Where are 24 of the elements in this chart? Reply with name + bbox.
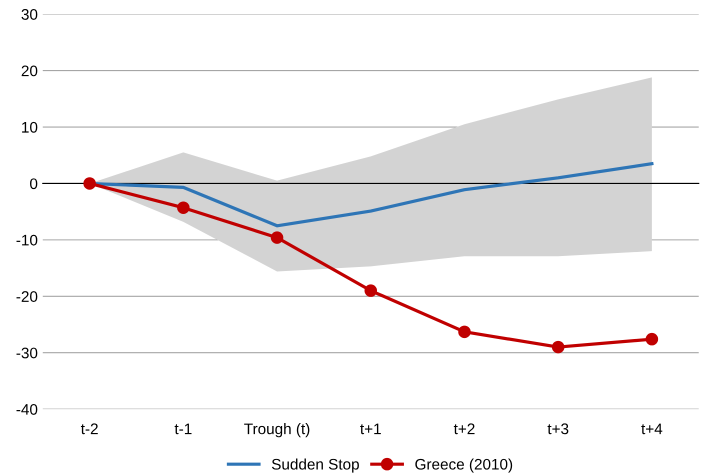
x-tick-label: t-1	[174, 424, 192, 434]
legend-label: Sudden Stop	[272, 458, 359, 473]
y-tick-label: 0	[30, 178, 38, 190]
legend-label: Greece (2010)	[415, 458, 512, 473]
point	[177, 201, 190, 214]
y-tick-label: -20	[16, 291, 38, 302]
x-tick-label: Trough (t)	[244, 423, 310, 438]
point	[458, 326, 471, 338]
x-tick-label: t+3	[548, 423, 568, 434]
x-tick-label: t-2	[80, 423, 98, 434]
point	[552, 340, 564, 354]
y-tick-label: -30	[16, 348, 38, 358]
y-tick-label: -40	[16, 404, 38, 415]
x-tick-label: t+1	[360, 424, 381, 434]
y-tick-label: 20	[22, 65, 38, 76]
y-tick-label: -10	[16, 234, 38, 246]
point	[83, 177, 96, 190]
point	[364, 284, 378, 297]
point	[646, 332, 658, 346]
x-tick-label: t+4	[641, 424, 662, 434]
y-tick-label: 10	[22, 122, 38, 133]
point	[270, 231, 284, 244]
x-tick-label: t+2	[454, 423, 475, 434]
y-tick-label: 30	[22, 9, 38, 20]
